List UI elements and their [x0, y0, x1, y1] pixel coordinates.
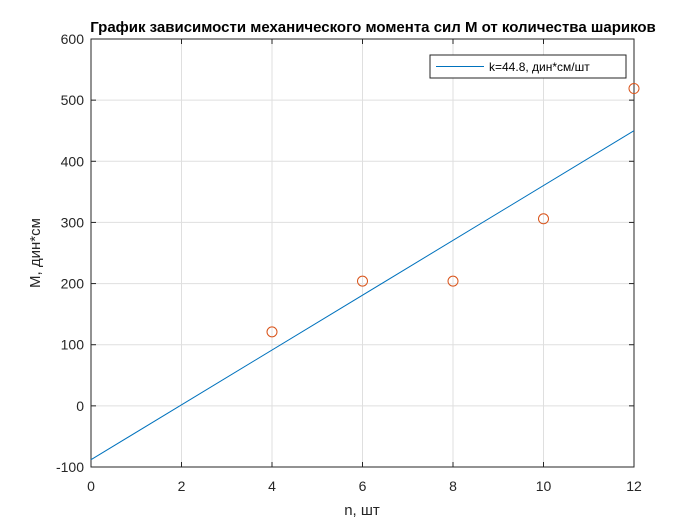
data-point — [447, 275, 459, 287]
fit-line — [90, 130, 635, 461]
y-tick-label: 200 — [61, 276, 85, 292]
x-tick-label: 2 — [178, 478, 186, 494]
data-point — [357, 275, 368, 287]
legend-box — [429, 54, 627, 79]
x-axis-label: n, шт — [344, 502, 380, 519]
x-tick-label: 8 — [449, 478, 457, 494]
y-tick-label: -100 — [56, 459, 84, 475]
x-tick-label: 0 — [87, 478, 95, 494]
series — [90, 83, 640, 461]
chart-title: График зависимости механического момента… — [90, 19, 656, 36]
x-tick-label: 10 — [536, 478, 552, 494]
data-point — [266, 326, 278, 338]
y-tick-label: 500 — [61, 92, 85, 108]
y-tick-label: 100 — [61, 337, 85, 353]
x-tick-label: 6 — [359, 478, 367, 494]
legend: k=44.8, дин*см/шт — [429, 54, 627, 79]
grid — [90, 38, 635, 468]
y-axis-ticks: -100 0 100 200 300 400 500 600 — [56, 31, 634, 475]
x-tick-label: 4 — [268, 478, 276, 494]
x-axis-ticks: 0 2 4 6 8 10 12 — [87, 39, 642, 494]
legend-fit-line-label: k=44.8, дин*см/шт — [489, 60, 590, 74]
data-point — [628, 83, 640, 95]
y-axis-label: М, дин*см — [27, 218, 44, 288]
y-tick-label: 400 — [61, 153, 85, 169]
data-point — [538, 213, 549, 225]
y-tick-label: 300 — [61, 214, 85, 230]
y-tick-label: 0 — [76, 398, 84, 414]
x-tick-label: 12 — [626, 478, 642, 494]
y-tick-label: 600 — [61, 31, 85, 47]
